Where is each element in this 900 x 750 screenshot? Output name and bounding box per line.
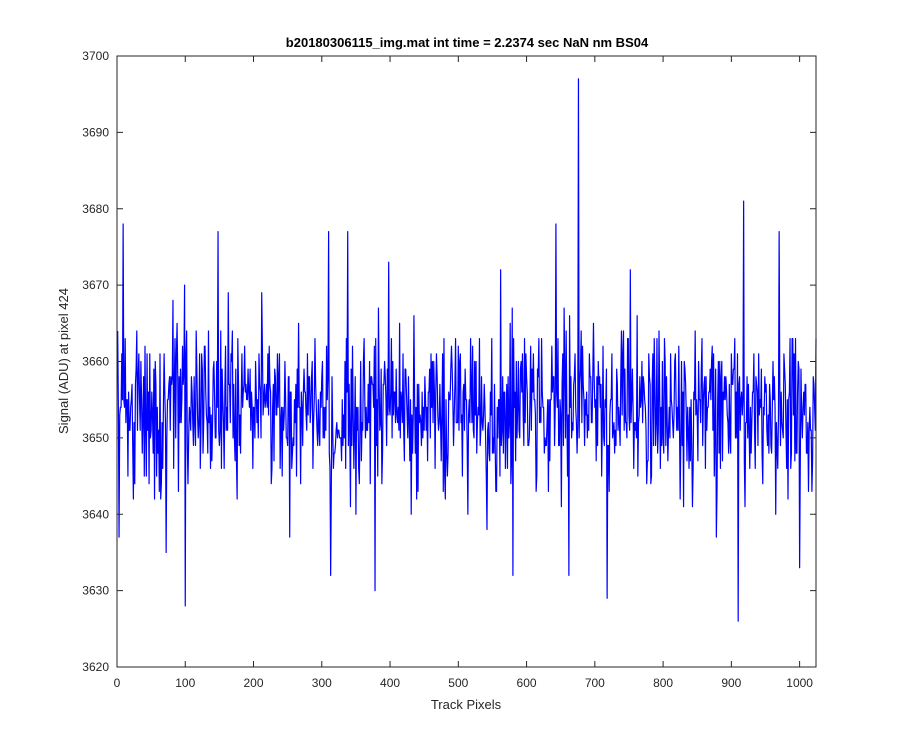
x-tick-label: 0 xyxy=(114,676,121,690)
x-tick-label: 800 xyxy=(653,676,673,690)
y-tick-label: 3640 xyxy=(82,507,109,521)
x-tick-label: 400 xyxy=(380,676,400,690)
x-tick-label: 100 xyxy=(175,676,195,690)
x-tick-label: 700 xyxy=(585,676,605,690)
y-tick-label: 3680 xyxy=(82,202,109,216)
x-tick-label: 200 xyxy=(244,676,264,690)
x-tick-label: 600 xyxy=(517,676,537,690)
y-tick-label: 3660 xyxy=(82,355,109,369)
x-axis-label: Track Pixels xyxy=(431,697,502,712)
plot-series xyxy=(117,78,817,622)
x-tick-label: 300 xyxy=(312,676,332,690)
y-axis-label: Signal (ADU) at pixel 424 xyxy=(56,288,71,434)
y-tick-label: 3650 xyxy=(82,431,109,445)
x-tick-label: 500 xyxy=(448,676,468,690)
x-tick-label: 1000 xyxy=(786,676,813,690)
y-tick-label: 3630 xyxy=(82,584,109,598)
chart-title: b20180306115_img.mat int time = 2.2374 s… xyxy=(286,35,649,50)
y-tick-label: 3670 xyxy=(82,278,109,292)
signal-series-line xyxy=(117,78,817,622)
x-axis-ticks: 0 100 200 300 400 500 600 700 800 900 1000 xyxy=(114,56,813,690)
y-tick-label: 3690 xyxy=(82,125,109,139)
y-tick-label: 3700 xyxy=(82,49,109,63)
y-axis-ticks: 3620 3630 3640 3650 3660 3670 3680 3690 3700 xyxy=(82,49,816,674)
y-tick-label: 3620 xyxy=(82,660,109,674)
x-tick-label: 900 xyxy=(721,676,741,690)
